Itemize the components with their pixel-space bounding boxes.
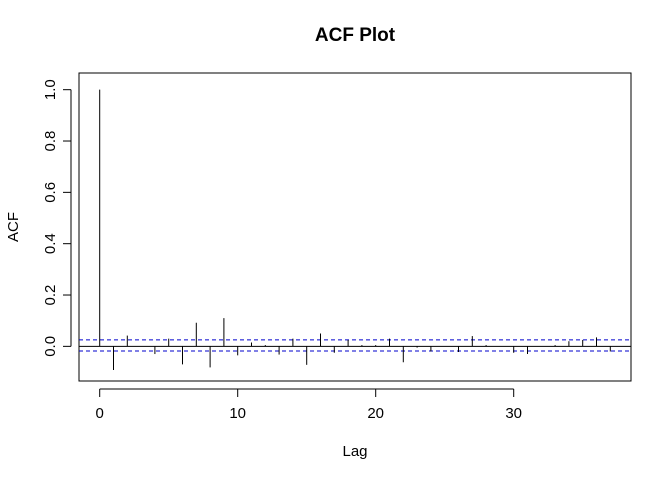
x-tick-label: 20: [367, 405, 384, 422]
y-tick-label: 0.0: [42, 336, 59, 357]
x-tick-label: 10: [229, 405, 246, 422]
y-tick-label: 0.4: [42, 233, 59, 254]
x-tick-label: 30: [505, 405, 522, 422]
y-tick-label: 1.0: [42, 79, 59, 100]
confidence-bands: [79, 339, 631, 352]
y-tick-label: 0.2: [42, 285, 59, 306]
x-tick-label: 0: [96, 405, 104, 422]
acf-bars: [99, 89, 611, 370]
y-tick-label: 0.8: [42, 131, 59, 152]
y-tick-label: 0.6: [42, 182, 59, 203]
x-axis-label: Lag: [342, 443, 367, 460]
x-axis: 0 10 20 30: [96, 388, 522, 422]
y-axis: 0.0 0.2 0.4 0.6 0.8 1.0: [42, 79, 72, 357]
plot-frame: [78, 72, 632, 382]
y-axis-label: ACF: [5, 212, 22, 242]
chart-title: ACF Plot: [315, 25, 396, 46]
